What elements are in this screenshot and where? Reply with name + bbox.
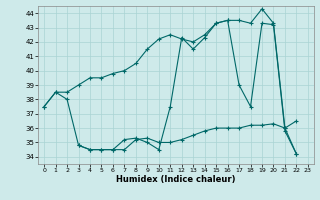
X-axis label: Humidex (Indice chaleur): Humidex (Indice chaleur): [116, 175, 236, 184]
